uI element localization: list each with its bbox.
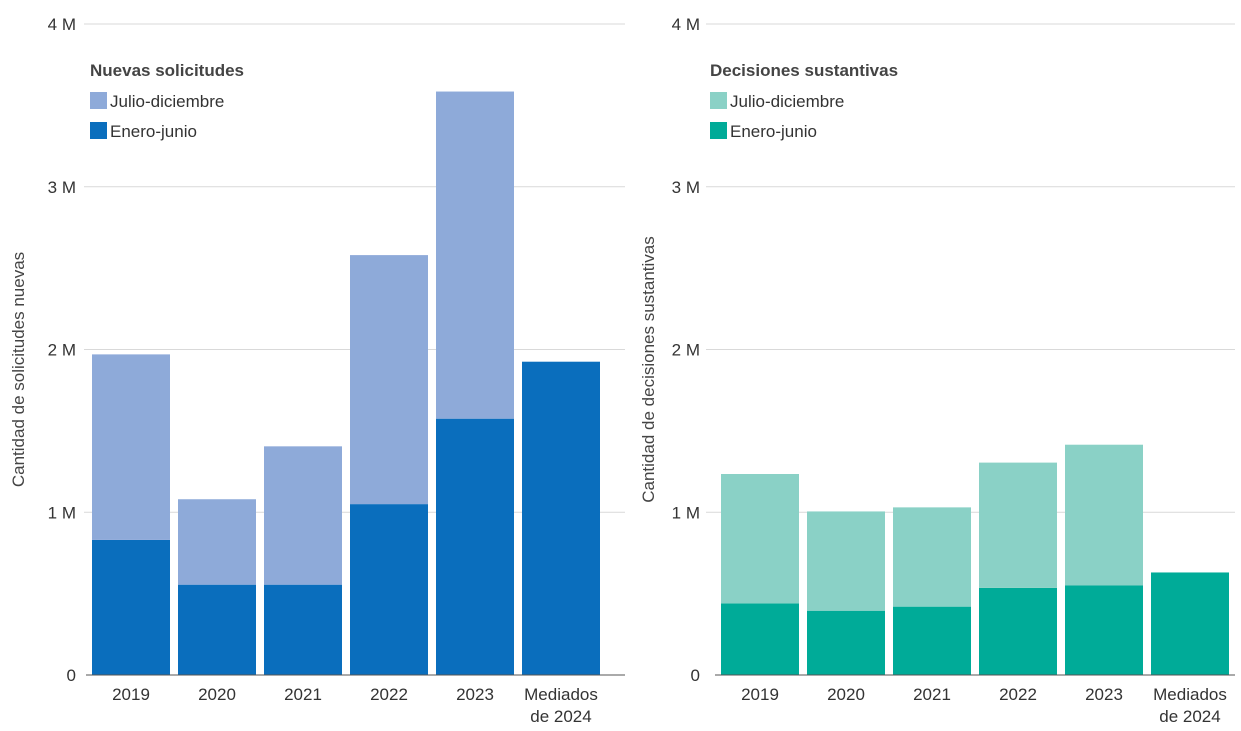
x-tick-label: 2023 — [1085, 685, 1123, 704]
bar-enero-junio-2019 — [721, 603, 799, 675]
x-tick-label: 2022 — [999, 685, 1037, 704]
bar-julio-diciembre-2023 — [436, 91, 514, 419]
y-tick-label: 3 M — [48, 178, 76, 197]
legend-entry: Enero-junio — [730, 122, 817, 141]
legend-title: Decisiones sustantivas — [710, 61, 898, 80]
legend-swatch — [710, 92, 727, 109]
x-tick-label: 2022 — [370, 685, 408, 704]
legend-entry: Enero-junio — [110, 122, 197, 141]
y-axis-label: Cantidad de decisiones sustantivas — [639, 236, 658, 503]
legend-entry: Julio-diciembre — [730, 92, 844, 111]
x-tick-label: Mediados de 2024 — [524, 685, 598, 726]
legend-swatch — [90, 122, 107, 139]
y-tick-label: 4 M — [48, 15, 76, 34]
bar-enero-junio-2021 — [893, 606, 971, 675]
y-tick-label: 1 M — [672, 503, 700, 522]
y-tick-label: 0 — [691, 666, 700, 685]
legend-swatch — [90, 92, 107, 109]
bar-julio-diciembre-2021 — [264, 446, 342, 585]
x-tick-label: 2020 — [827, 685, 865, 704]
x-tick-label: 2019 — [741, 685, 779, 704]
chart-1: 0 1 M 2 M 3 M 4 M Cantidad de solicitudes nue… — [9, 15, 625, 726]
bar-julio-diciembre-2022 — [979, 462, 1057, 588]
y-tick-label: 0 — [67, 666, 76, 685]
y-tick-label: 3 M — [672, 178, 700, 197]
x-tick-label: 2021 — [284, 685, 322, 704]
y-tick-label: 2 M — [672, 341, 700, 360]
y-tick-label: 4 M — [672, 15, 700, 34]
chart-2: 0 1 M 2 M 3 M 4 M Cantidad de decisiones sust… — [639, 15, 1235, 726]
x-tick-label: 2020 — [198, 685, 236, 704]
bar-enero-junio-2020 — [807, 610, 885, 675]
y-tick-label: 1 M — [48, 503, 76, 522]
bar-enero-junio-mediados-de-2024 — [522, 361, 600, 675]
legend-entry: Julio-diciembre — [110, 92, 224, 111]
bar-enero-junio-2023 — [1065, 585, 1143, 675]
y-tick-label: 2 M — [48, 341, 76, 360]
bar-julio-diciembre-2023 — [1065, 444, 1143, 586]
bar-julio-diciembre-2022 — [350, 255, 428, 505]
bar-enero-junio-mediados-de-2024 — [1151, 572, 1229, 675]
bar-enero-junio-2019 — [92, 539, 170, 675]
x-tick-label: 2021 — [913, 685, 951, 704]
x-tick-label: 2023 — [456, 685, 494, 704]
y-axis-label: Cantidad de solicitudes nuevas — [9, 252, 28, 487]
x-tick-label: Mediados de 2024 — [1153, 685, 1227, 726]
bar-julio-diciembre-2020 — [178, 499, 256, 585]
bar-enero-junio-2022 — [979, 587, 1057, 675]
bar-enero-junio-2021 — [264, 584, 342, 675]
bar-julio-diciembre-2019 — [92, 354, 170, 540]
bar-enero-junio-2020 — [178, 584, 256, 675]
bar-julio-diciembre-2020 — [807, 511, 885, 611]
bar-julio-diciembre-2021 — [893, 507, 971, 607]
legend-swatch — [710, 122, 727, 139]
x-tick-label: 2019 — [112, 685, 150, 704]
bar-enero-junio-2023 — [436, 418, 514, 675]
bar-julio-diciembre-2019 — [721, 474, 799, 604]
legend-title: Nuevas solicitudes — [90, 61, 244, 80]
bar-enero-junio-2022 — [350, 504, 428, 675]
